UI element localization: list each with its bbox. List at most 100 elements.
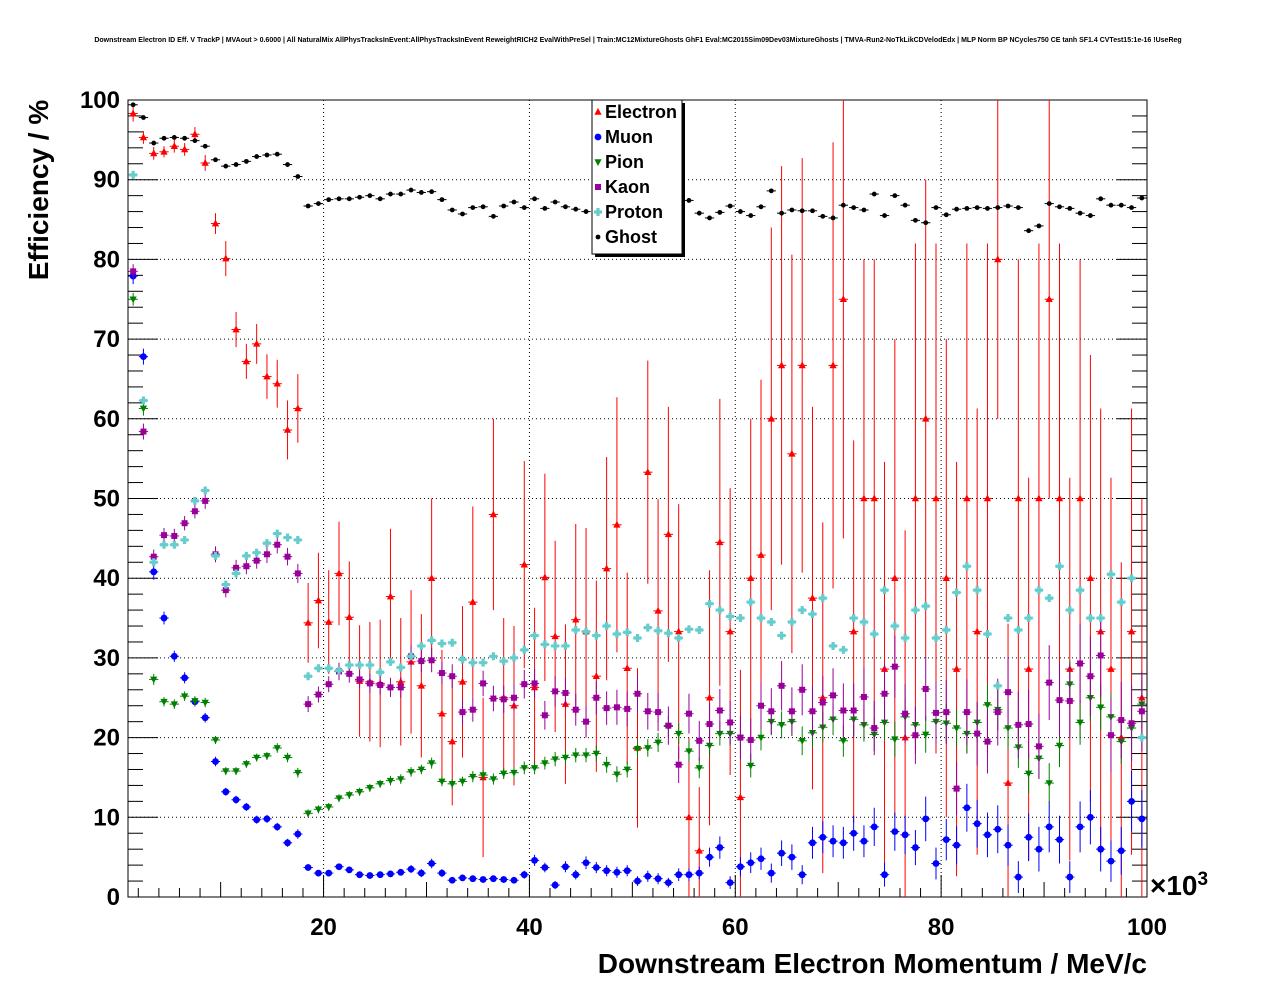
data-point — [468, 658, 477, 667]
data-point — [994, 825, 1002, 833]
data-point — [1025, 770, 1033, 778]
data-point — [983, 629, 992, 638]
data-point — [633, 633, 642, 642]
data-point — [757, 551, 765, 558]
data-point — [643, 623, 652, 632]
data-point — [726, 879, 734, 887]
data-point — [994, 709, 1001, 716]
data-point — [798, 606, 807, 615]
legend-marker — [594, 133, 602, 141]
data-point — [973, 586, 982, 595]
data-point — [388, 191, 393, 197]
data-point — [612, 629, 621, 638]
data-point — [417, 681, 425, 689]
y-tick-label: 10 — [93, 804, 120, 831]
data-point — [1138, 815, 1146, 823]
data-point — [799, 208, 805, 214]
data-point — [213, 157, 218, 163]
data-point — [1077, 660, 1084, 667]
data-point — [891, 736, 899, 744]
data-point — [705, 742, 714, 750]
data-point — [1025, 721, 1032, 728]
data-point — [819, 833, 827, 841]
data-point — [150, 149, 158, 157]
data-point — [540, 640, 549, 649]
data-point — [1087, 673, 1094, 680]
data-point — [438, 670, 445, 677]
data-point — [161, 135, 167, 141]
legend: Electron Muon Pion Kaon Proton Ghost — [591, 99, 685, 257]
data-point — [1086, 813, 1094, 821]
data-point — [983, 702, 992, 709]
data-point — [757, 734, 765, 742]
data-point — [849, 614, 858, 623]
data-point — [130, 268, 137, 275]
data-point — [170, 142, 178, 150]
data-point — [860, 837, 868, 845]
data-point — [284, 839, 291, 847]
data-point — [892, 193, 898, 199]
data-point — [963, 494, 971, 502]
data-point — [738, 209, 743, 214]
data-point — [767, 869, 775, 877]
data-point — [644, 468, 652, 475]
x-multiplier-exponent: 3 — [1198, 869, 1209, 890]
data-point — [931, 633, 940, 642]
y-tick-label: 90 — [93, 167, 120, 194]
data-point — [685, 748, 693, 756]
data-point — [254, 154, 260, 159]
data-point — [191, 698, 199, 705]
data-point — [458, 655, 467, 664]
data-point — [1076, 719, 1084, 727]
data-point — [316, 201, 321, 207]
data-point — [561, 641, 570, 650]
data-point — [1004, 779, 1012, 786]
data-point — [839, 295, 847, 303]
data-point — [674, 633, 683, 642]
data-point — [778, 682, 785, 689]
data-point — [170, 652, 178, 660]
data-point — [211, 551, 220, 560]
x-tick-label: 40 — [516, 914, 543, 941]
data-point — [592, 750, 600, 758]
data-point — [346, 670, 353, 677]
data-point — [314, 664, 323, 673]
data-point — [911, 494, 920, 502]
data-point — [901, 633, 910, 642]
data-point — [1045, 823, 1053, 831]
data-point — [438, 778, 446, 786]
data-point — [141, 115, 146, 120]
data-point — [356, 676, 363, 683]
data-point — [974, 205, 980, 210]
data-point — [520, 560, 528, 568]
data-point — [913, 217, 918, 223]
data-point — [448, 876, 456, 884]
data-point — [983, 494, 992, 502]
data-point — [315, 869, 322, 877]
data-point — [376, 781, 384, 788]
data-point — [798, 737, 806, 745]
data-point — [480, 680, 487, 687]
data-point — [510, 876, 518, 884]
grid-lines — [128, 100, 1147, 897]
data-point — [1055, 742, 1064, 750]
data-point — [1138, 708, 1145, 715]
data-point — [428, 860, 436, 867]
data-point — [1024, 614, 1033, 623]
data-point — [336, 196, 342, 202]
data-point — [798, 871, 806, 879]
data-point — [665, 722, 672, 729]
data-point — [705, 693, 714, 701]
data-point — [747, 736, 754, 743]
legend-marker — [594, 108, 602, 115]
data-point — [1107, 857, 1115, 865]
data-point — [675, 730, 683, 738]
data-point — [417, 766, 425, 774]
data-point — [324, 664, 333, 673]
data-point — [942, 626, 951, 635]
data-point — [1035, 743, 1042, 750]
data-point — [335, 666, 344, 675]
data-point — [202, 497, 209, 504]
data-point — [767, 618, 776, 627]
data-point — [932, 860, 940, 867]
